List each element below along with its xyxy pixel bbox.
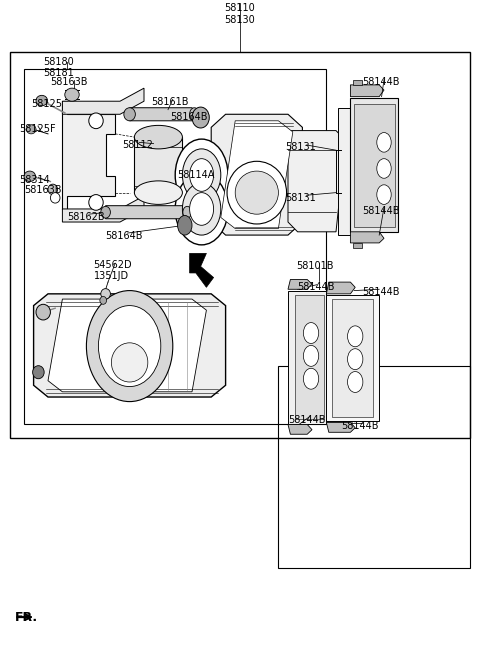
Text: 58144B: 58144B: [362, 206, 400, 215]
Polygon shape: [326, 282, 355, 294]
Ellipse shape: [124, 108, 135, 121]
Ellipse shape: [303, 368, 319, 389]
Text: 58144B: 58144B: [341, 421, 378, 431]
Polygon shape: [350, 232, 384, 243]
Polygon shape: [353, 80, 362, 85]
Polygon shape: [221, 121, 293, 229]
Ellipse shape: [24, 171, 36, 182]
Ellipse shape: [303, 323, 319, 343]
Polygon shape: [338, 108, 379, 235]
Text: 58144B: 58144B: [298, 282, 335, 292]
Ellipse shape: [175, 173, 228, 245]
Polygon shape: [326, 295, 379, 421]
Ellipse shape: [183, 206, 192, 218]
Text: 58161B: 58161B: [151, 97, 189, 106]
Ellipse shape: [348, 326, 363, 347]
Ellipse shape: [190, 159, 214, 191]
Ellipse shape: [377, 133, 391, 152]
Polygon shape: [62, 88, 144, 114]
Ellipse shape: [178, 215, 192, 235]
Polygon shape: [288, 131, 346, 232]
Ellipse shape: [175, 139, 228, 211]
Bar: [10, 52, 470, 438]
Ellipse shape: [100, 296, 107, 304]
Polygon shape: [34, 294, 226, 397]
Ellipse shape: [377, 159, 391, 178]
Polygon shape: [295, 295, 324, 419]
Ellipse shape: [134, 125, 182, 149]
Polygon shape: [353, 243, 362, 248]
Polygon shape: [326, 422, 355, 432]
Ellipse shape: [227, 161, 287, 224]
Ellipse shape: [190, 108, 199, 121]
Ellipse shape: [303, 345, 319, 366]
Polygon shape: [350, 98, 398, 232]
Text: 58144B: 58144B: [288, 415, 325, 424]
Ellipse shape: [33, 366, 44, 379]
Ellipse shape: [348, 372, 363, 392]
Polygon shape: [62, 196, 144, 222]
Text: 58162B: 58162B: [67, 212, 105, 222]
Polygon shape: [106, 206, 187, 219]
Polygon shape: [48, 299, 206, 392]
Ellipse shape: [348, 349, 363, 370]
Polygon shape: [62, 101, 115, 209]
Text: 58131: 58131: [286, 193, 316, 202]
Ellipse shape: [182, 149, 221, 201]
Ellipse shape: [86, 291, 173, 402]
Ellipse shape: [36, 304, 50, 320]
Ellipse shape: [101, 289, 110, 299]
Ellipse shape: [50, 193, 60, 203]
Ellipse shape: [182, 183, 221, 235]
Polygon shape: [190, 253, 214, 287]
Ellipse shape: [26, 125, 36, 134]
Ellipse shape: [89, 195, 103, 210]
Bar: [278, 366, 470, 568]
Text: 58180
58181: 58180 58181: [43, 57, 74, 78]
Text: 58101B: 58101B: [297, 261, 334, 271]
Text: 58110
58130: 58110 58130: [225, 3, 255, 25]
Ellipse shape: [111, 343, 148, 382]
Ellipse shape: [65, 88, 79, 101]
Ellipse shape: [36, 95, 48, 106]
Ellipse shape: [377, 185, 391, 204]
Bar: [24, 69, 326, 424]
Text: 58314: 58314: [19, 175, 50, 185]
Ellipse shape: [134, 181, 182, 204]
Text: 58112: 58112: [122, 140, 153, 150]
Text: 58125: 58125: [31, 99, 62, 109]
Polygon shape: [332, 299, 373, 417]
Ellipse shape: [48, 184, 58, 195]
Polygon shape: [288, 291, 326, 424]
Ellipse shape: [190, 193, 214, 225]
Polygon shape: [350, 85, 384, 97]
Ellipse shape: [235, 171, 278, 214]
Text: 58144B: 58144B: [362, 287, 400, 297]
Text: 58114A: 58114A: [178, 170, 215, 180]
Text: FR.: FR.: [14, 611, 37, 624]
Text: 58125F: 58125F: [19, 124, 56, 134]
Ellipse shape: [192, 107, 209, 128]
Text: 54562D
1351JD: 54562D 1351JD: [94, 260, 132, 281]
Polygon shape: [211, 114, 302, 235]
Text: 58131: 58131: [286, 142, 316, 152]
Polygon shape: [354, 104, 395, 227]
Polygon shape: [134, 137, 182, 193]
Ellipse shape: [98, 306, 161, 387]
Text: 58164B: 58164B: [106, 231, 143, 241]
Ellipse shape: [89, 113, 103, 129]
Polygon shape: [130, 108, 197, 121]
Text: 58144B: 58144B: [362, 77, 400, 87]
Polygon shape: [288, 279, 312, 289]
Ellipse shape: [101, 206, 110, 218]
Text: 58164B: 58164B: [170, 112, 208, 122]
Polygon shape: [288, 424, 312, 434]
Text: 58163B: 58163B: [50, 77, 88, 87]
Text: 58163B: 58163B: [24, 185, 61, 195]
